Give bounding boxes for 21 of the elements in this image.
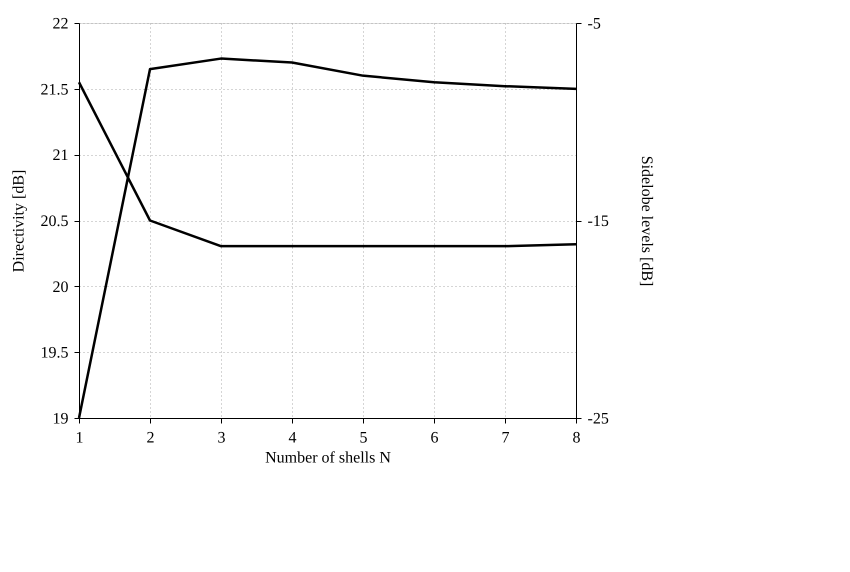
y-tick-label: 20.5	[40, 213, 68, 230]
x-tick-label: 3	[218, 430, 226, 446]
x-tick-label: 6	[430, 430, 438, 446]
y-tick-label: 19.5	[40, 344, 68, 362]
y2-tick-label: -15	[588, 213, 609, 230]
y2-tick-label: -25	[588, 410, 609, 428]
y-tick-label: 21.5	[40, 81, 68, 98]
x-tick-label: 5	[360, 430, 368, 446]
x-tick-label: 2	[146, 430, 154, 446]
x-tick-label: 7	[502, 430, 510, 446]
x-tick-label: 8	[572, 430, 580, 446]
y-axis-title: Directivity [dB]	[10, 170, 28, 272]
x-tick-label: 1	[76, 430, 84, 446]
y-tick-label: 21	[52, 147, 68, 164]
y2-tick-label: -5	[588, 16, 601, 32]
x-tick-label: 4	[288, 430, 296, 446]
y-tick-label: 19	[52, 410, 68, 428]
y2-axis-title: Sidelobe levels [dB]	[638, 156, 655, 286]
y-tick-label: 22	[52, 16, 68, 32]
x-axis-title: Number of shells N	[265, 450, 392, 466]
y-tick-label: 20	[52, 278, 68, 296]
